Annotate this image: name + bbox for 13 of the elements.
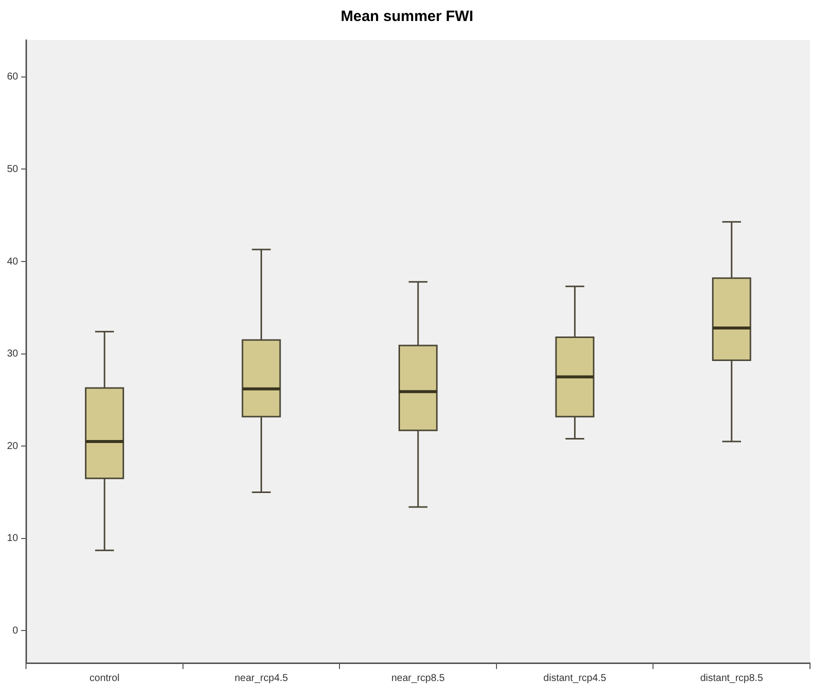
x-tick-label: near_rcp8.5 (391, 672, 446, 684)
y-tick-label: 10 (7, 533, 19, 544)
y-tick-label: 40 (7, 256, 19, 268)
x-tick-label: near_rcp4.5 (234, 672, 288, 684)
y-tick-label: 20 (7, 440, 19, 452)
x-tick-label: distant_rcp4.5 (543, 672, 607, 684)
x-tick-label: distant_rcp8.5 (700, 672, 764, 684)
y-tick-label: 0 (12, 625, 19, 636)
y-tick-label: 30 (7, 348, 19, 360)
y-tick-label: 60 (7, 72, 19, 83)
x-tick-label: control (90, 672, 120, 684)
y-tick-label: 50 (7, 164, 19, 175)
chart-title: Mean summer FWI (340, 8, 474, 26)
